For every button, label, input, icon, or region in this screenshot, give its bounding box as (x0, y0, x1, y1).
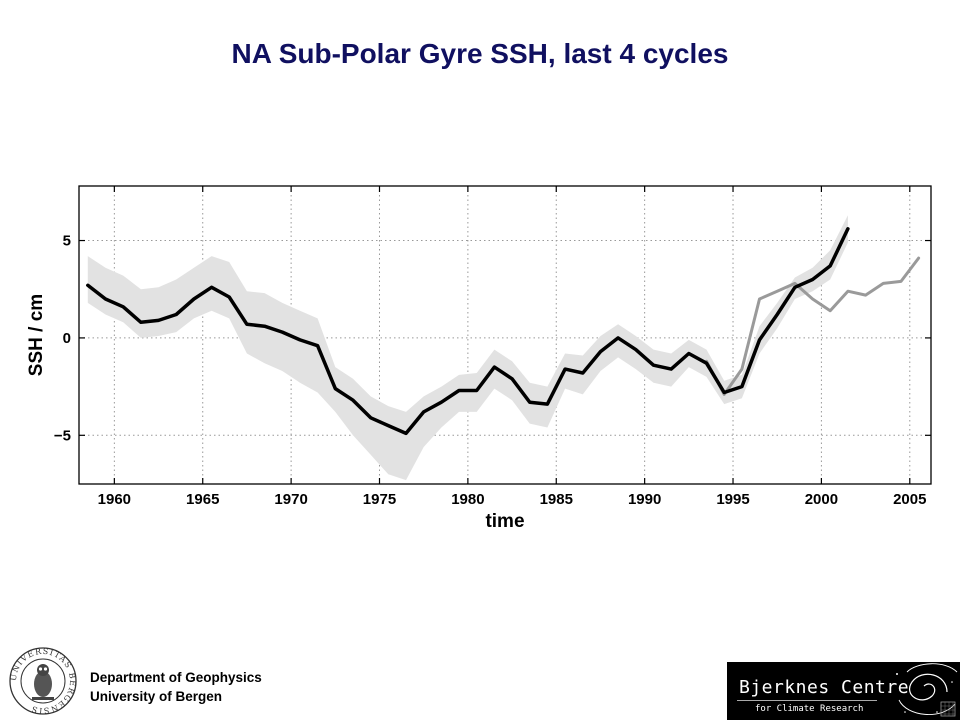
series-line-secondary (705, 256, 921, 396)
x-tick-label: 1990 (628, 491, 661, 508)
x-tick-label: 1975 (363, 491, 396, 508)
y-tick-label: 0 (63, 330, 71, 347)
x-tick-label: 1960 (98, 491, 131, 508)
x-tick-label: 1980 (451, 491, 484, 508)
bjerknes-centre-logo: Bjerknes Centre for Climate Research (727, 662, 960, 720)
university-name: University of Bergen (90, 689, 223, 704)
logo-divider (737, 700, 877, 701)
grid-lines (79, 186, 931, 484)
footer-affiliation: Department of Geophysics University of B… (90, 668, 262, 706)
university-seal-logo: UNIVERSITAS BERGENSIS (9, 647, 77, 715)
x-tick-label: 2005 (893, 491, 926, 508)
y-tick-label: 5 (63, 233, 71, 250)
x-tick-label: 1985 (540, 491, 573, 508)
swirl-icon (888, 663, 958, 717)
y-axis-label: SSH / cm (26, 294, 47, 376)
y-tick-label: −5 (54, 427, 71, 444)
bjerknes-centre-subtitle: for Climate Research (755, 704, 864, 714)
x-tick-label: 1995 (716, 491, 749, 508)
plot-frame (78, 185, 932, 485)
uncertainty-band (87, 215, 848, 481)
series-lines (86, 227, 921, 436)
bjerknes-centre-name: Bjerknes Centre (739, 677, 910, 698)
x-axis-label: time (485, 511, 524, 532)
x-tick-label: 1965 (186, 491, 219, 508)
x-tick-label: 2000 (805, 491, 838, 508)
ssh-line-chart: 1960 1965 1970 1975 1980 1985 1990 1995 2000 2005… (26, 185, 932, 532)
axis-ticks: 1960 1965 1970 1975 1980 1985 1990 1995 2000 2005… (54, 186, 931, 508)
department-name: Department of Geophysics (90, 670, 262, 685)
x-tick-label: 1970 (274, 491, 307, 508)
series-line-primary (86, 227, 850, 436)
slide-title: NA Sub-Polar Gyre SSH, last 4 cycles (231, 38, 729, 69)
